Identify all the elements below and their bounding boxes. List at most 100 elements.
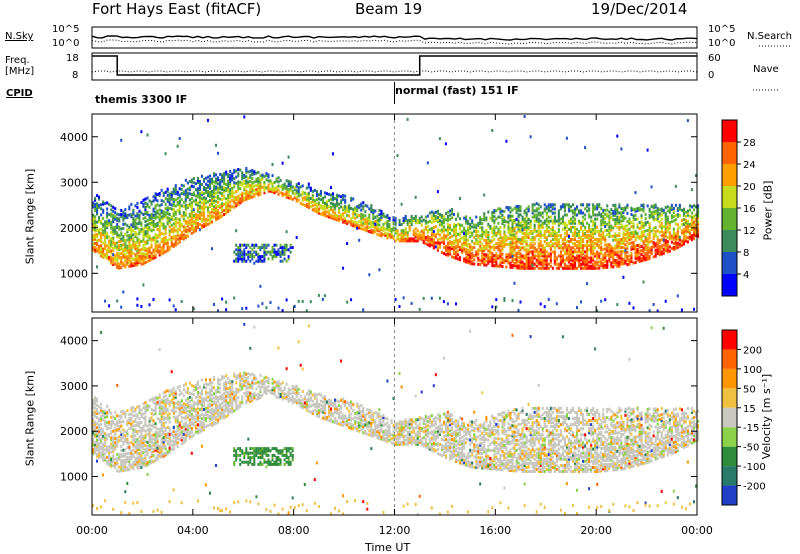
scatter-cell [648, 309, 651, 313]
scatter-cell [686, 224, 689, 227]
y-tick-label: 2000 [60, 222, 88, 235]
scatter-cell [511, 243, 514, 247]
scatter-cell [368, 213, 371, 217]
scatter-cell [457, 253, 460, 257]
scatter-cell [527, 250, 530, 254]
scatter-cell [136, 460, 139, 464]
scatter-cell [144, 242, 147, 246]
scatter-cell [523, 240, 526, 244]
scatter-cell [174, 188, 177, 192]
scatter-cell [636, 207, 639, 211]
scatter-cell [94, 441, 97, 445]
scatter-cell [110, 420, 113, 424]
scatter-cell [140, 211, 143, 215]
scatter-cell [267, 257, 270, 261]
scatter-cell [223, 180, 226, 184]
scatter-cell [352, 213, 355, 217]
scatter-cell [513, 233, 516, 237]
scatter-cell [184, 199, 187, 203]
scatter-cell [481, 246, 484, 250]
scatter-cell [584, 207, 587, 211]
scatter-cell [483, 263, 486, 267]
scatter-cell [606, 247, 609, 251]
scatter-cell [616, 252, 619, 256]
scatter-cell [172, 201, 175, 205]
scatter-cell [521, 242, 524, 246]
scatter-cell [106, 421, 109, 425]
scatter-cell [190, 217, 193, 221]
scatter-cell [196, 189, 199, 193]
scatter-cell [578, 254, 581, 258]
scatter-cell [622, 239, 625, 243]
scatter-cell [453, 227, 456, 231]
scatter-cell [561, 203, 564, 207]
scatter-cell [563, 246, 566, 250]
scatter-cell [519, 223, 522, 227]
scatter-cell [313, 207, 316, 211]
scatter-cell [642, 232, 645, 236]
scatter-cell [344, 206, 347, 210]
scatter-cell [543, 305, 546, 309]
scatter-cell [291, 246, 294, 249]
scatter-cell [503, 232, 506, 236]
scatter-cell [156, 240, 159, 244]
scatter-cell [430, 296, 433, 300]
scatter-cell [624, 208, 627, 212]
scatter-cell [485, 243, 488, 247]
scatter-cell [539, 254, 542, 258]
scatter-cell [154, 212, 157, 216]
scatter-cell [541, 221, 544, 225]
scatter-cell [610, 249, 613, 253]
scatter-cell [100, 233, 103, 237]
scatter-cell [590, 246, 593, 250]
scatter-cell [184, 205, 187, 209]
scatter-cell [394, 231, 397, 235]
scatter-cell [491, 227, 494, 231]
scatter-cell [198, 182, 201, 185]
scatter-cell [420, 223, 423, 227]
scatter-cell [297, 189, 300, 193]
scatter-cell [136, 251, 139, 254]
scatter-cell [652, 216, 655, 220]
scatter-cell [168, 196, 171, 200]
scatter-cell [227, 210, 230, 214]
scatter-cell [580, 300, 582, 304]
scatter-cell [136, 415, 139, 419]
scatter-cell [219, 216, 222, 219]
scatter-cell [404, 239, 407, 243]
scatter-cell [130, 264, 133, 268]
scatter-cell [676, 245, 679, 249]
scatter-cell [481, 259, 484, 263]
scatter-cell [672, 235, 675, 239]
scatter-cell [654, 234, 657, 238]
scatter-cell [130, 223, 133, 227]
scatter-cell [428, 238, 431, 242]
scatter-cell [632, 241, 635, 244]
scatter-cell [132, 239, 135, 243]
scatter-cell [539, 240, 542, 244]
scatter-cell [600, 221, 603, 225]
scatter-cell [144, 456, 147, 460]
scatter-cell [483, 214, 486, 218]
scatter-cell [251, 195, 254, 199]
scatter-cell [265, 172, 268, 175]
scatter-cell [680, 241, 683, 245]
scatter-cell [120, 420, 123, 424]
scatter-cell [245, 167, 248, 170]
scatter-cell [184, 197, 187, 201]
scatter-cell [640, 226, 643, 230]
scatter-cell [594, 252, 597, 256]
scatter-cell [582, 266, 585, 270]
scatter-cell [102, 249, 105, 253]
scatter-cell [104, 456, 107, 460]
scatter-cell [386, 226, 389, 230]
scatter-cell [198, 206, 201, 210]
scatter-cell [94, 198, 97, 202]
scatter-cell [303, 197, 306, 201]
scatter-cell [211, 216, 214, 220]
scatter-cell [511, 247, 514, 251]
scatter-cell [241, 252, 244, 256]
scatter-cell [451, 241, 454, 244]
scatter-cell [317, 293, 320, 297]
scatter-cell [291, 185, 294, 189]
